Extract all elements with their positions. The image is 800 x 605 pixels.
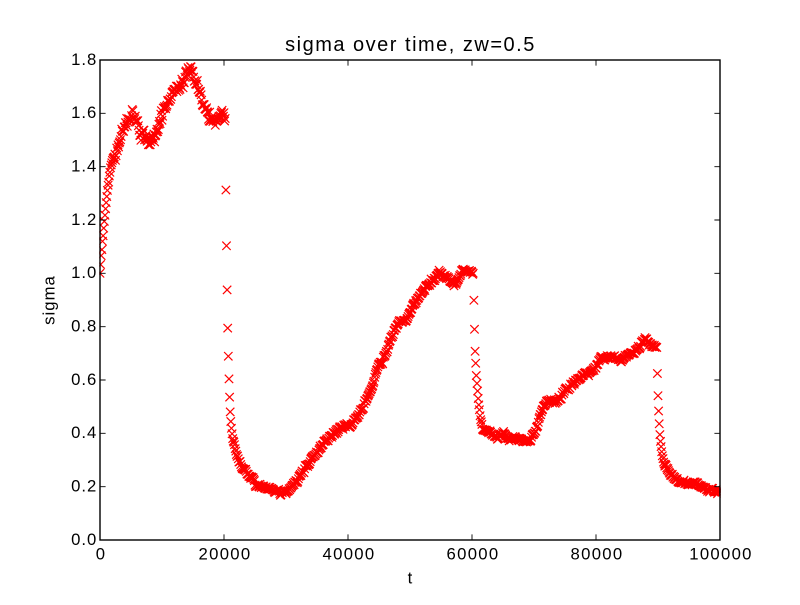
svg-text:1.8: 1.8 <box>71 50 97 69</box>
svg-text:0.4: 0.4 <box>71 423 97 442</box>
svg-text:1.4: 1.4 <box>71 157 97 176</box>
svg-text:0.2: 0.2 <box>71 477 97 496</box>
svg-text:1.2: 1.2 <box>71 210 97 229</box>
svg-text:0.0: 0.0 <box>71 530 97 549</box>
svg-text:sigma: sigma <box>40 275 59 325</box>
svg-text:sigma over time, zw=0.5: sigma over time, zw=0.5 <box>285 34 536 56</box>
svg-text:60000: 60000 <box>447 545 500 564</box>
svg-text:0: 0 <box>96 545 107 564</box>
svg-text:t: t <box>408 569 413 588</box>
svg-text:100000: 100000 <box>689 545 753 564</box>
svg-text:0.6: 0.6 <box>71 370 97 389</box>
svg-text:0.8: 0.8 <box>71 317 97 336</box>
svg-text:20000: 20000 <box>199 545 252 564</box>
svg-text:1.0: 1.0 <box>71 263 97 282</box>
svg-text:1.6: 1.6 <box>71 103 97 122</box>
svg-text:80000: 80000 <box>571 545 624 564</box>
svg-text:40000: 40000 <box>323 545 376 564</box>
